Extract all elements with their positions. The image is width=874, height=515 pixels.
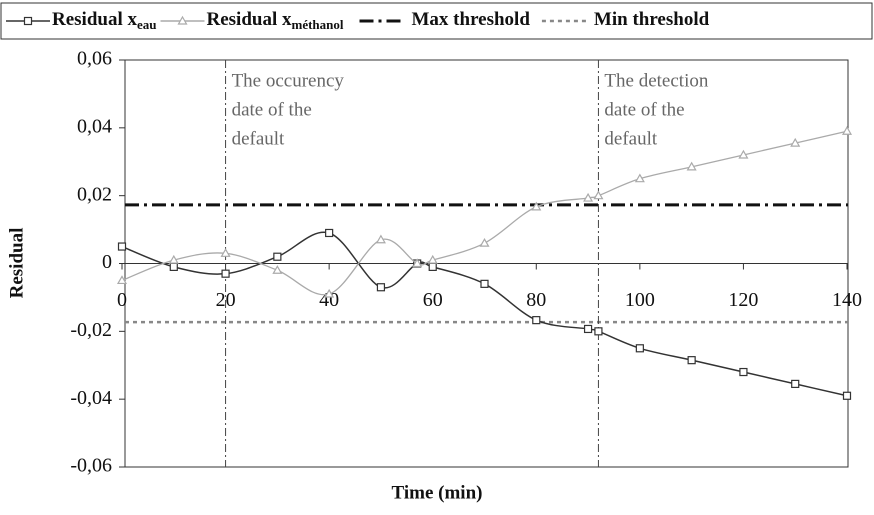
legend-label-sub: méthanol — [292, 17, 344, 32]
legend-label-main: Min threshold — [594, 9, 710, 30]
y-tick-label: 0,04 — [77, 115, 112, 137]
marker — [480, 279, 489, 288]
annotation: The occurency — [232, 70, 345, 91]
legend-label-main: Max threshold — [412, 9, 531, 30]
marker — [791, 379, 800, 389]
series-line — [121, 231, 848, 397]
marker — [117, 242, 127, 251]
x-tick-label: 80 — [526, 289, 546, 311]
y-tick-label: -0,04 — [70, 387, 112, 409]
x-tick-label: 0 — [117, 289, 127, 311]
marker — [687, 356, 696, 365]
marker — [375, 234, 386, 244]
annotation: date of the — [604, 99, 684, 120]
legend-label: Residual xeau — [52, 9, 157, 32]
y-tick-label: 0 — [102, 251, 112, 273]
y-tick-label: 0,02 — [77, 183, 112, 205]
annotation: The detection — [604, 70, 708, 91]
annotation: default — [232, 128, 285, 149]
marker — [479, 237, 490, 247]
marker — [686, 161, 697, 171]
annotation: date of the — [232, 99, 312, 120]
x-tick-label: 120 — [728, 289, 758, 311]
marker — [583, 192, 594, 202]
x-axis-label: Time (min) — [392, 482, 483, 503]
annotation: default — [604, 128, 657, 149]
marker — [635, 344, 644, 353]
legend-label-main: Residual x — [207, 9, 292, 30]
marker — [531, 201, 542, 211]
legend-label: Max threshold — [412, 9, 531, 30]
y-tick-label: -0,06 — [70, 455, 112, 477]
series-line — [121, 130, 848, 296]
marker — [324, 288, 335, 298]
marker — [273, 252, 282, 261]
legend-marker — [177, 15, 188, 25]
marker — [841, 126, 853, 135]
marker — [427, 254, 438, 264]
legend-marker — [23, 16, 33, 26]
marker — [738, 149, 749, 159]
marker — [842, 391, 852, 400]
y-axis-label: Residual — [6, 228, 27, 299]
marker — [739, 367, 748, 377]
y-tick-label: -0,02 — [70, 319, 112, 341]
legend-label-sub: eau — [137, 17, 157, 32]
legend-label: Residual xméthanol — [207, 9, 344, 32]
marker — [790, 137, 801, 147]
marker — [272, 265, 283, 274]
marker — [169, 262, 178, 271]
marker — [594, 327, 603, 336]
legend-label-main: Residual x — [52, 9, 137, 30]
marker — [221, 269, 230, 278]
marker — [428, 262, 437, 271]
marker — [532, 316, 541, 325]
marker — [583, 324, 593, 334]
y-tick-label: 0,06 — [77, 48, 112, 70]
marker — [220, 248, 231, 257]
x-tick-label: 100 — [625, 289, 655, 311]
marker — [116, 275, 128, 285]
marker — [168, 254, 179, 264]
x-tick-label: 60 — [423, 289, 443, 311]
marker — [634, 173, 645, 183]
x-tick-label: 140 — [832, 289, 862, 311]
legend-label: Min threshold — [594, 9, 710, 30]
marker — [325, 228, 334, 238]
marker — [412, 258, 423, 268]
legend-box — [0, 2, 873, 40]
marker — [593, 190, 604, 200]
marker — [376, 283, 386, 292]
